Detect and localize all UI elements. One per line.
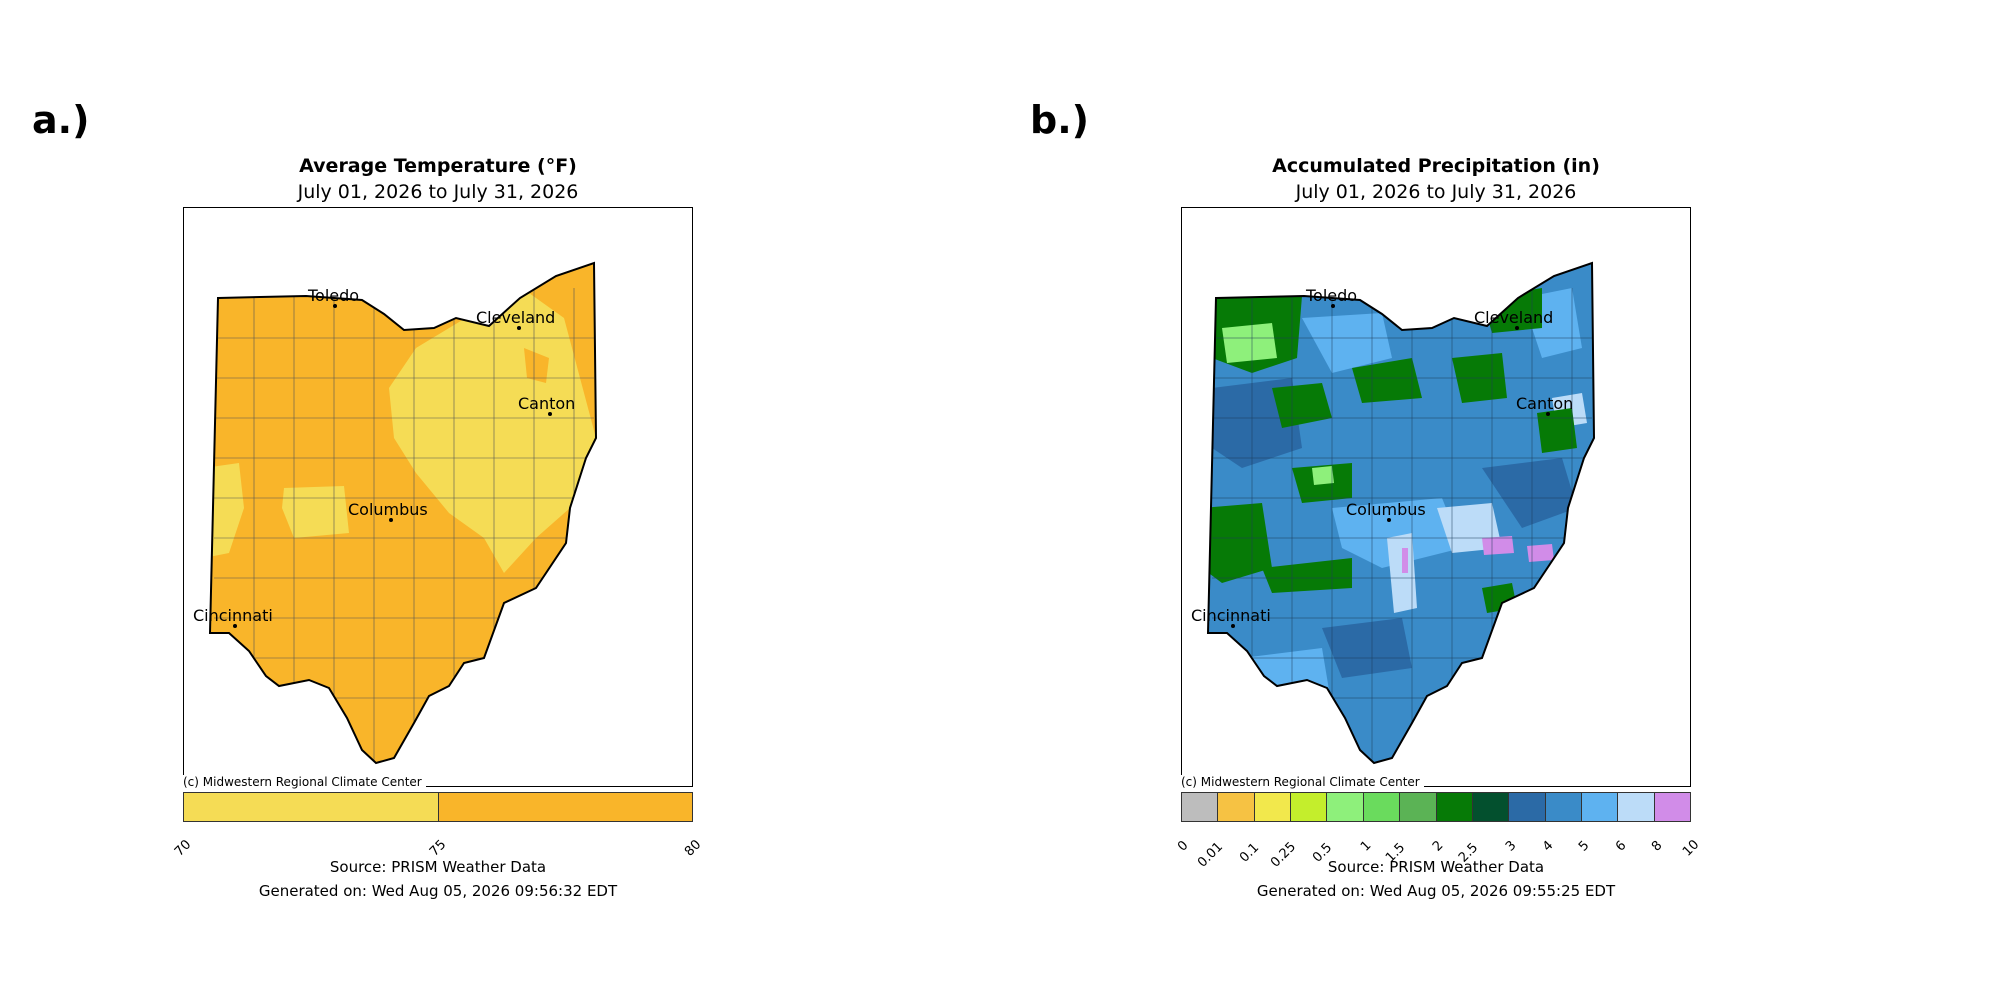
panel-a-state-outline xyxy=(208,261,598,765)
panel-a-title: Average Temperature (°F) xyxy=(299,155,577,177)
panel-b-city-dot-cleveland xyxy=(1515,326,1519,330)
panel-a-city-dot-cincinnati xyxy=(233,624,237,628)
panel-a-city-dot-columbus xyxy=(389,518,393,522)
panel-b-credit: (c) Midwestern Regional Climate Center xyxy=(1181,775,1424,789)
panel-b-subtitle: July 01, 2026 to July 31, 2026 xyxy=(1295,181,1577,203)
panel-b-colorbar-segment xyxy=(1654,793,1691,821)
panel-b-colorbar-tick-label: 8 xyxy=(1648,837,1666,855)
panel-a-colorbar-tick-label: 80 xyxy=(681,837,705,860)
panel-b-colorbar-segment xyxy=(1400,793,1437,821)
panel-a-colorbar-tick-label: 75 xyxy=(426,837,450,860)
panel-a-cool-region-central xyxy=(282,486,349,538)
panel-b-colorbar-tick-label: 5 xyxy=(1576,837,1593,855)
panel-b-colorbar-segment xyxy=(1509,793,1546,821)
panel-b-colorbar-tick-label: 4 xyxy=(1539,837,1557,855)
panel-b-city-toledo: Toledo xyxy=(1306,286,1358,305)
panel-b-city-columbus: Columbus xyxy=(1346,500,1426,519)
panel-a-colorbar-tick-label: 70 xyxy=(171,837,195,860)
panel-a-city-cleveland: Cleveland xyxy=(476,308,556,327)
panel-b-city-canton: Canton xyxy=(1516,394,1574,413)
panel-b-ohio-map xyxy=(1206,261,1596,765)
panel-b-city-cincinnati: Cincinnati xyxy=(1191,606,1271,625)
panel-b-colorbar-segment xyxy=(1291,793,1328,821)
panel-a-colorbar-segment xyxy=(438,793,692,821)
panel-b-generated: Generated on: Wed Aug 05, 2026 09:55:25 … xyxy=(1256,882,1616,900)
panel-b-colorbar-tick-label: 2 xyxy=(1430,837,1447,855)
panel-a-city-columbus: Columbus xyxy=(348,500,428,519)
panel-b-colorbar-segment xyxy=(1363,793,1401,821)
panel-b-colorbar-segment xyxy=(1545,793,1582,821)
panel-b-city-dot-toledo xyxy=(1331,304,1335,308)
panel-b-colorbar-tick-label: 1 xyxy=(1357,837,1374,855)
panel-b-label: b.) xyxy=(1030,98,1090,142)
panel-a-city-dot-canton xyxy=(548,412,552,416)
panel-b-state-outline xyxy=(1206,261,1596,765)
panel-a-colorbar xyxy=(183,792,693,822)
panel-a-city-cincinnati: Cincinnati xyxy=(193,606,273,625)
panel-b-map-frame: Toledo Cleveland Canton Columbus Cincinn… xyxy=(1181,207,1691,787)
panel-a-map-frame: Toledo Cleveland Canton Columbus Cincinn… xyxy=(183,207,693,787)
panel-b-colorbar xyxy=(1181,792,1691,822)
panel-b-colorbar-tick-label: 0 xyxy=(1175,837,1192,855)
panel-b-colorbar-tick-label: 6 xyxy=(1612,837,1629,855)
panel-a-generated: Generated on: Wed Aug 05, 2026 09:56:32 … xyxy=(258,882,618,900)
panel-b-colorbar-tick-label: 10 xyxy=(1679,837,1703,860)
panel-a-city-canton: Canton xyxy=(518,394,576,413)
panel-b-green-areas xyxy=(1208,288,1577,613)
panel-a-source: Source: PRISM Weather Data xyxy=(329,858,547,876)
panel-b-colorbar-segment xyxy=(1182,793,1219,821)
panel-b-colorbar-segment xyxy=(1618,793,1655,821)
panel-b-colorbar-segment xyxy=(1472,793,1510,821)
panel-a-label: a.) xyxy=(32,98,90,142)
panel-a-ohio-map xyxy=(208,261,598,765)
panel-a-colorbar-segment xyxy=(184,793,439,821)
panel-a-credit: (c) Midwestern Regional Climate Center xyxy=(183,775,426,789)
panel-b-colorbar-segment xyxy=(1254,793,1292,821)
panel-a-warm-spot-canton xyxy=(524,348,549,383)
panel-b-city-cleveland: Cleveland xyxy=(1474,308,1554,327)
panel-b-city-dot-canton xyxy=(1546,412,1550,416)
panel-a-subtitle: July 01, 2026 to July 31, 2026 xyxy=(297,181,579,203)
panel-b-purple-areas xyxy=(1402,536,1554,573)
panel-b-colorbar-segment xyxy=(1436,793,1473,821)
panel-b-light-green-area xyxy=(1222,323,1334,485)
panel-b-colorbar-segment xyxy=(1218,793,1255,821)
panel-a-city-dot-cleveland xyxy=(517,326,521,330)
panel-b-title: Accumulated Precipitation (in) xyxy=(1272,155,1600,177)
panel-a-city-toledo: Toledo xyxy=(308,286,360,305)
panel-b-colorbar-segment xyxy=(1581,793,1619,821)
panel-b-source: Source: PRISM Weather Data xyxy=(1327,858,1545,876)
panel-b-city-dot-cincinnati xyxy=(1231,624,1235,628)
panel-b-colorbar-segment xyxy=(1327,793,1364,821)
panel-b-city-dot-columbus xyxy=(1387,518,1391,522)
panel-b-colorbar-tick-label: 3 xyxy=(1503,837,1520,855)
panel-a-city-dot-toledo xyxy=(333,304,337,308)
